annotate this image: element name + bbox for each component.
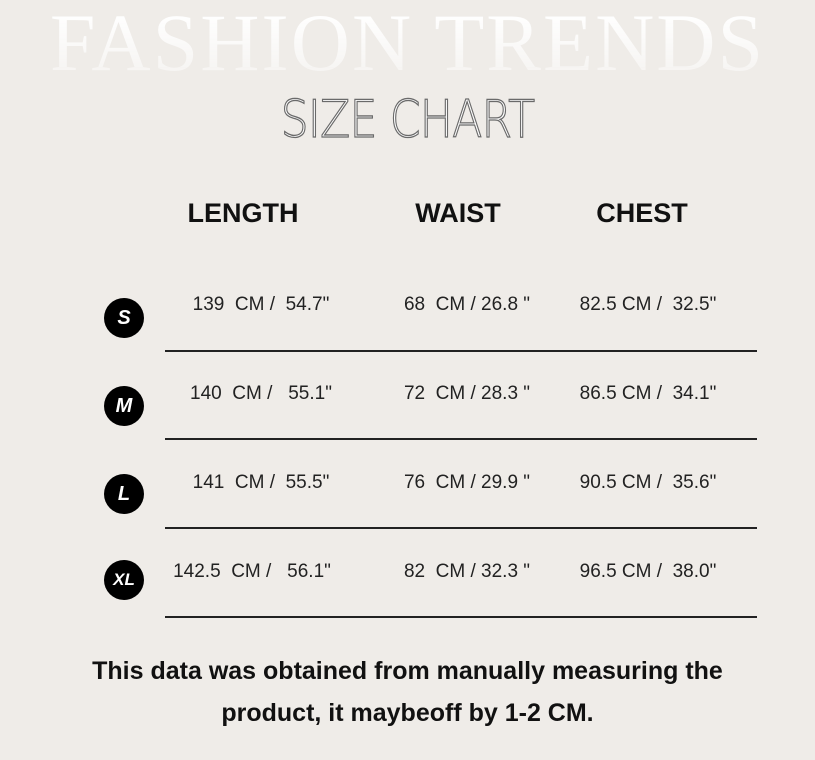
page-title: SIZE CHART (280, 90, 536, 150)
chest-l: 90.5 CM / 35.6" (579, 472, 717, 493)
waist-m: 72 CM / 28.3 " (403, 383, 531, 404)
chest-xl: 96.5 CM / 38.0" (579, 561, 717, 582)
header-waist: WAIST (415, 198, 501, 228)
measurement-note: This data was obtained from manually mea… (0, 650, 815, 734)
chest-s: 82.5 CM / 32.5" (579, 294, 717, 315)
note-line-1: This data was obtained from manually mea… (92, 657, 723, 685)
row-divider (165, 350, 757, 352)
size-badge-l: L (104, 474, 144, 514)
chest-m: 86.5 CM / 34.1" (579, 383, 717, 404)
background-title: FASHION TRENDS (0, 2, 815, 84)
header-chest: CHEST (596, 198, 688, 228)
size-badge-xl: XL (104, 560, 144, 600)
header-length: LENGTH (187, 198, 299, 228)
row-divider (165, 527, 757, 529)
note-line-2: product, it maybeoff by 1-2 CM. (221, 699, 594, 727)
row-divider (165, 438, 757, 440)
length-l: 141 CM / 55.5" (192, 472, 330, 493)
length-xl: 142.5 CM / 56.1" (173, 561, 331, 582)
waist-s: 68 CM / 26.8 " (403, 294, 531, 315)
length-s: 139 CM / 54.7" (192, 294, 330, 315)
size-badge-m: M (104, 386, 144, 426)
waist-xl: 82 CM / 32.3 " (403, 561, 531, 582)
length-m: 140 CM / 55.1" (190, 383, 332, 404)
size-badge-s: S (104, 298, 144, 338)
row-divider (165, 616, 757, 618)
waist-l: 76 CM / 29.9 " (403, 472, 531, 493)
